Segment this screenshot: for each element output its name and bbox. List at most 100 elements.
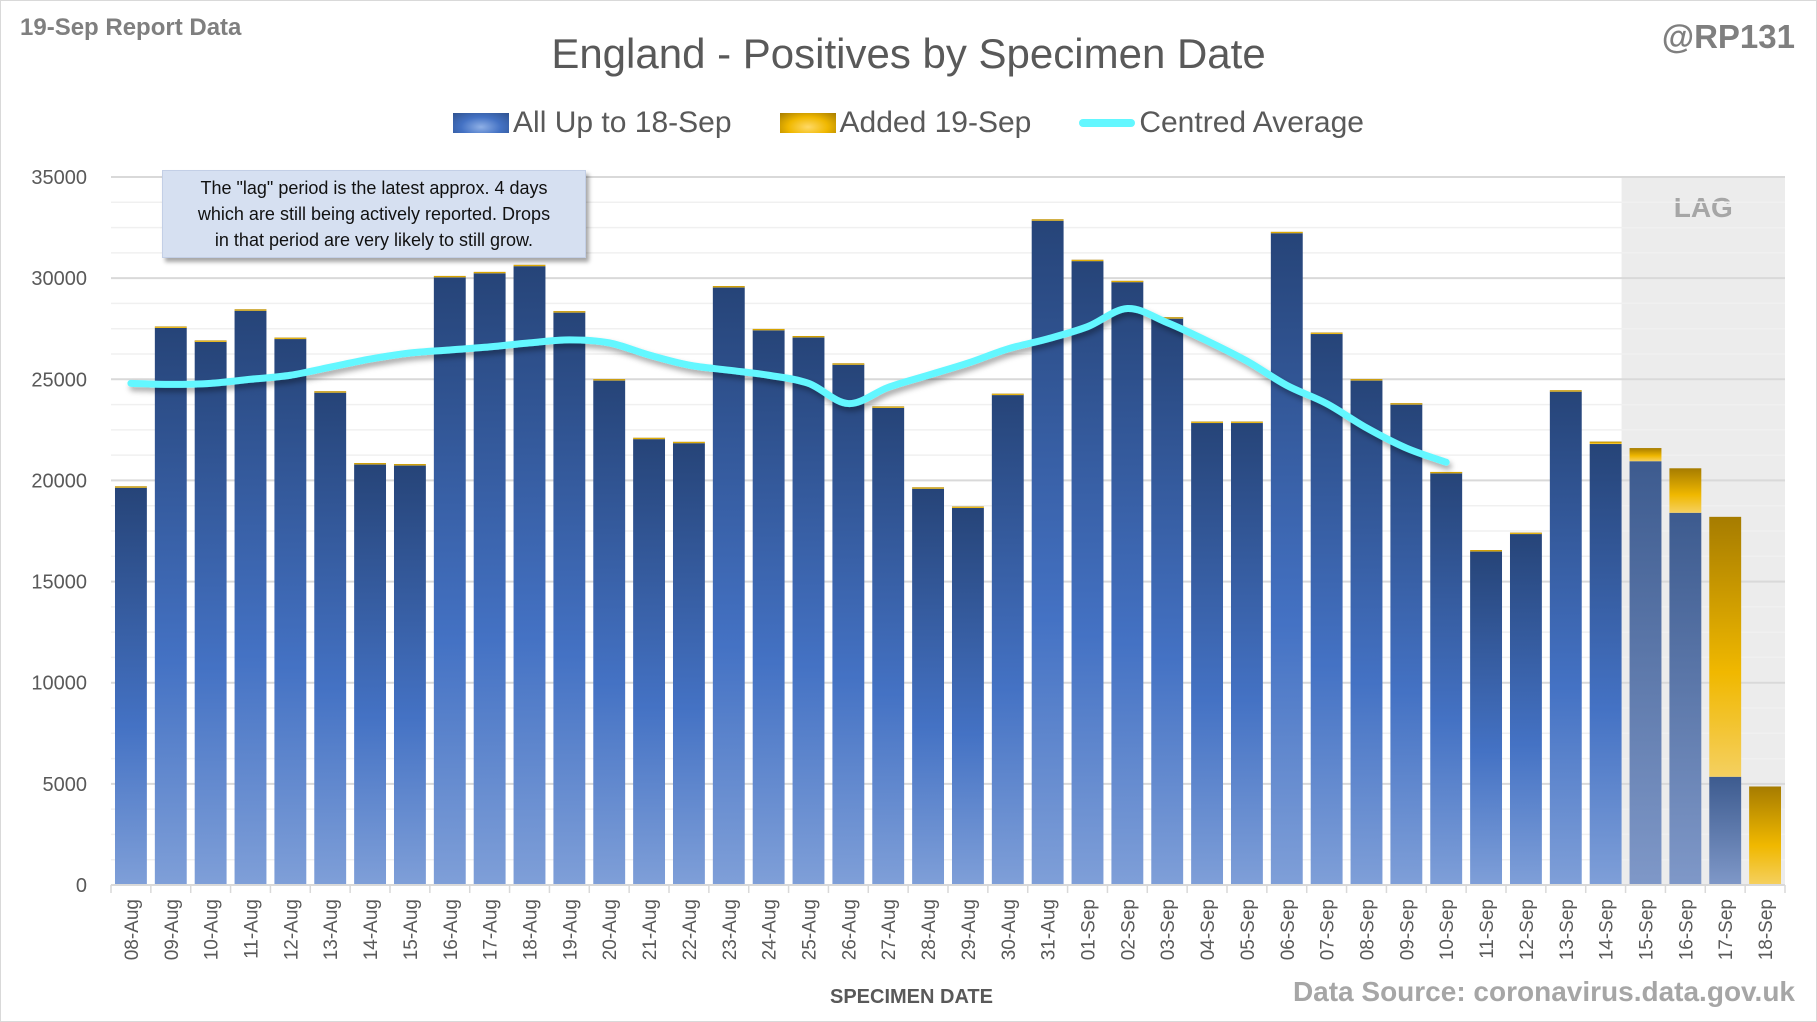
x-tick-label: 21-Aug [640,899,661,960]
bar-all-up-to-18-sep [1151,317,1184,885]
bar-added-19-sep [1191,421,1224,424]
x-tick-label: 10-Aug [202,899,223,960]
legend-label: All Up to 18-Sep [513,106,732,139]
bar-all-up-to-18-sep [1589,444,1622,885]
bar-added-19-sep [274,337,307,340]
bar-added-19-sep [473,271,506,274]
x-tick-label: 29-Aug [959,899,980,960]
bar-all-up-to-18-sep [752,329,785,885]
bar-added-19-sep [1549,390,1582,392]
x-tick-label: 04-Sep [1198,899,1219,960]
x-tick-label: 25-Aug [800,899,821,960]
x-tick-label: 02-Sep [1118,899,1139,960]
y-tick-label: 30000 [31,268,87,290]
bar-all-up-to-18-sep [593,380,626,885]
bar-added-19-sep [832,363,865,365]
x-tick-label: 11-Sep [1477,899,1498,959]
bar-added-19-sep [1390,403,1423,405]
bar-all-up-to-18-sep [154,327,187,885]
note-line: in that period are very likely to still … [214,230,534,250]
note-line: which are still being actively reported.… [197,204,551,224]
lag-label: LAG [1674,192,1733,223]
bar-added-19-sep [633,437,666,440]
x-tick-label: 12-Aug [281,899,302,960]
x-tick-label: 13-Aug [321,899,342,960]
bar-added-19-sep [114,486,147,488]
x-tick-label: 31-Aug [1039,899,1060,960]
bar-all-up-to-18-sep [1430,472,1463,885]
legend: All Up to 18-Sep Added 19-Sep Centred Av… [0,106,1817,140]
bar-added-19-sep [393,464,426,466]
bar-added-19-sep [872,406,905,408]
bar-all-up-to-18-sep [912,488,945,885]
bar-all-up-to-18-sep [1549,391,1582,885]
bar-added-19-sep [991,393,1024,396]
bar-all-up-to-18-sep [991,394,1024,885]
bar-added-19-sep [553,311,586,313]
x-tick-label: 09-Sep [1397,899,1418,960]
x-tick-label: 23-Aug [720,899,741,960]
legend-item-all-up-to: All Up to 18-Sep [453,106,732,140]
bar-all-up-to-18-sep [1669,512,1702,885]
x-tick-label: 08-Aug [122,899,143,960]
bar-all-up-to-18-sep [1270,232,1303,886]
bar-added-19-sep [752,328,785,331]
bar-added-19-sep [1230,421,1263,424]
bar-added-19-sep [912,487,945,489]
bar-all-up-to-18-sep [513,266,546,885]
x-tick-label: 16-Sep [1676,899,1697,960]
x-tick-label: 17-Sep [1716,899,1737,960]
bar-all-up-to-18-sep [1470,551,1503,885]
bar-all-up-to-18-sep [1629,461,1662,885]
bar-all-up-to-18-sep [1071,260,1104,885]
bar-added-19-sep [1749,786,1782,885]
bar-added-19-sep [1111,280,1144,283]
y-tick-label: 0 [76,875,87,897]
x-tick-label: 18-Sep [1756,899,1777,960]
x-tick-label: 11-Aug [242,899,263,959]
x-tick-label: 14-Sep [1597,899,1618,960]
bar-added-19-sep [792,335,825,338]
x-tick-label: 03-Sep [1158,899,1179,960]
bar-all-up-to-18-sep [832,364,865,886]
bar-all-up-to-18-sep [672,443,705,885]
bar-all-up-to-18-sep [354,464,387,885]
bar-all-up-to-18-sep [633,438,666,885]
report-date-label: 19-Sep Report Data [20,14,242,41]
x-tick-label: 01-Sep [1079,899,1100,960]
x-tick-label: 15-Aug [401,899,422,960]
lag-note-callout: The "lag" period is the latest approx. 4… [162,170,586,258]
bar-added-19-sep [1430,471,1463,474]
y-tick-label: 10000 [31,673,87,695]
bar-all-up-to-18-sep [792,336,825,885]
bar-added-19-sep [1310,332,1343,335]
bar-added-19-sep [1071,259,1104,262]
legend-label: Centred Average [1139,106,1364,139]
x-axis-title: SPECIMEN DATE [830,986,993,1008]
author-handle: @RP131 [1661,18,1795,55]
data-source: Data Source: coronavirus.data.gov.uk [1292,976,1795,1007]
y-tick-label: 5000 [43,774,88,796]
x-tick-label: 17-Aug [481,899,502,960]
legend-swatch-blue [453,113,510,133]
x-tick-label: 22-Aug [680,899,701,960]
bar-all-up-to-18-sep [194,340,227,885]
bar-all-up-to-18-sep [274,338,307,885]
x-tick-label: 18-Aug [521,899,542,960]
bar-added-19-sep [1509,532,1542,535]
bar-added-19-sep [1350,379,1383,381]
bar-all-up-to-18-sep [314,392,347,885]
bar-all-up-to-18-sep [1111,281,1144,886]
bar-added-19-sep [1709,516,1742,777]
bar-all-up-to-18-sep [1310,333,1343,885]
y-tick-label: 25000 [31,369,87,391]
x-tick-label: 10-Sep [1437,899,1458,960]
x-tick-label: 15-Sep [1637,899,1658,960]
bar-added-19-sep [951,506,984,509]
bar-added-19-sep [513,264,546,267]
bar-added-19-sep [712,286,745,288]
chart-title: England - Positives by Specimen Date [551,30,1266,77]
bar-all-up-to-18-sep [433,277,466,885]
x-tick-label: 08-Sep [1358,899,1379,960]
